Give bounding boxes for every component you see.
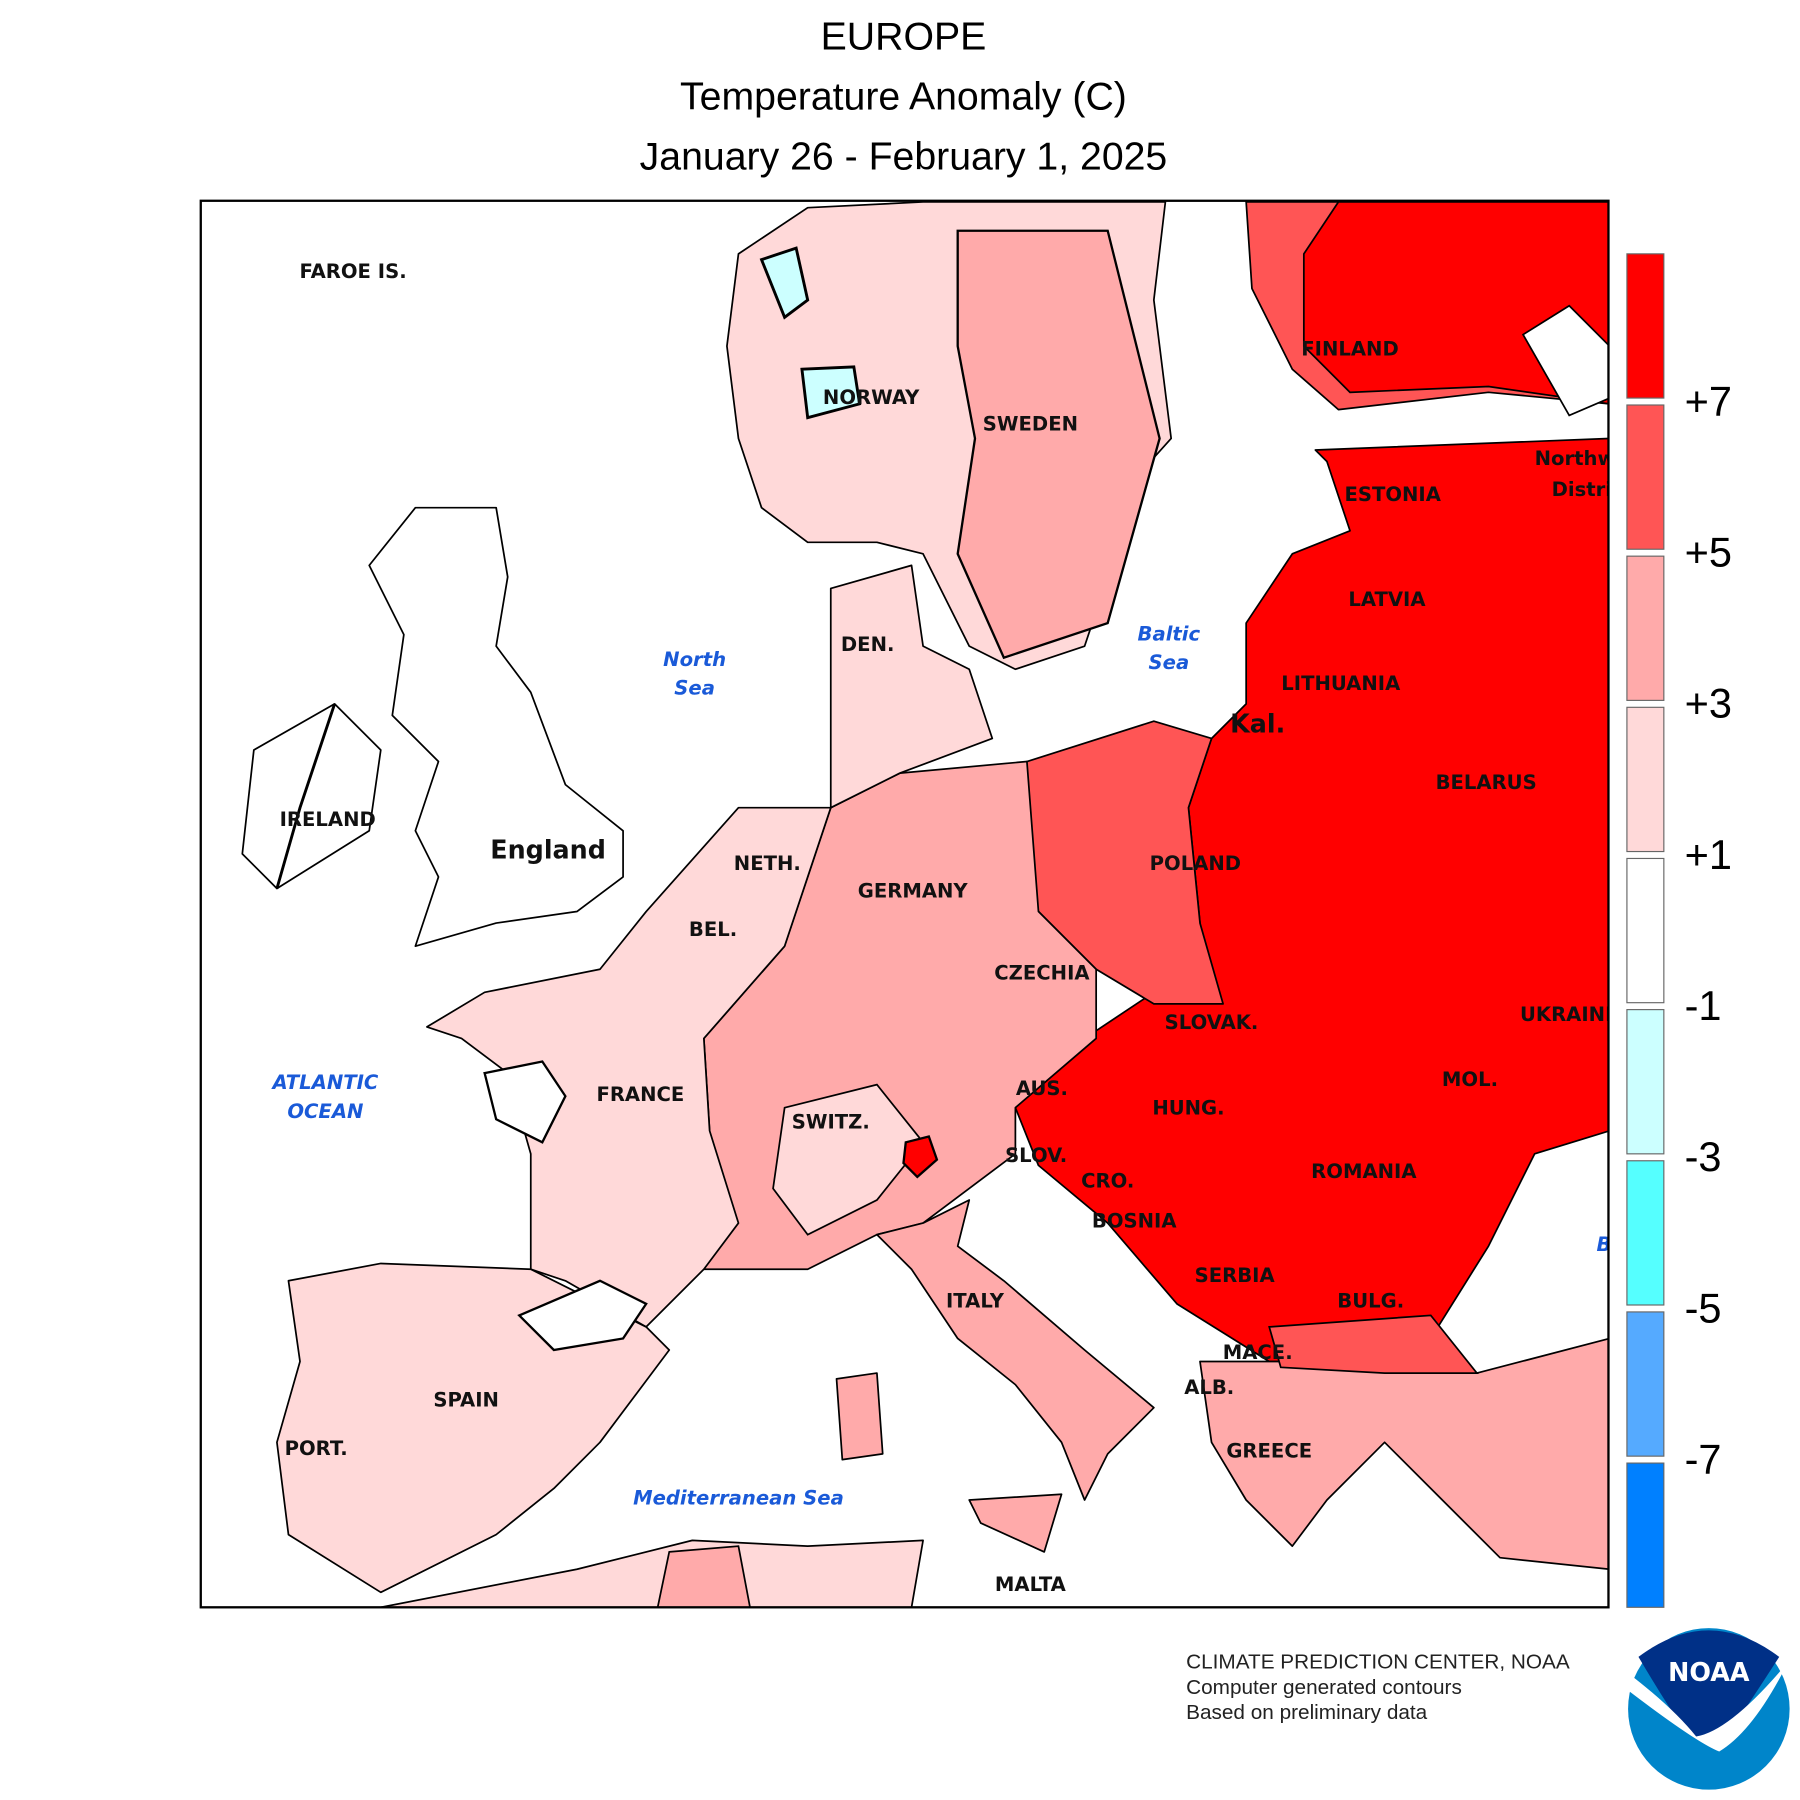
label-estonia: ESTONIA	[1344, 483, 1441, 506]
label-malta: MALTA	[995, 1573, 1067, 1596]
region-norway-cool	[759, 246, 810, 320]
legend-bin	[1626, 1311, 1665, 1457]
region-italy-hot-spot	[902, 1135, 939, 1179]
region-north-africa	[379, 1539, 924, 1608]
region-north-africa-warm	[656, 1545, 751, 1608]
sea-labels: North Sea Baltic Sea ATLANTIC OCEAN Medi…	[270, 622, 1703, 1510]
label-ireland: IRELAND	[280, 808, 376, 831]
label-greece: GREECE	[1226, 1439, 1312, 1462]
legend-tick-label: -5	[1685, 1284, 1722, 1331]
legend-bin	[1626, 706, 1665, 853]
label-england: England	[490, 834, 606, 864]
label-italy: ITALY	[946, 1289, 1005, 1312]
noaa-logo: NOAA	[1628, 1628, 1790, 1790]
region-britain	[368, 506, 624, 948]
label-slovenia: SLOV.	[1005, 1144, 1067, 1167]
label-atlantic-2: OCEAN	[287, 1100, 363, 1123]
legend-tick-label: -7	[1685, 1435, 1722, 1482]
contour-line	[275, 703, 336, 889]
label-ukraine: UKRAINE	[1520, 1003, 1619, 1026]
label-district: District	[1552, 478, 1633, 501]
title-region: EUROPE	[821, 15, 987, 59]
label-black-sea: Black Sea	[1596, 1233, 1703, 1256]
label-croatia: CRO.	[1081, 1169, 1134, 1192]
legend-bin	[1626, 1160, 1665, 1306]
label-belgium: BEL.	[689, 918, 737, 941]
label-netherlands: NETH.	[734, 852, 801, 875]
footer-note-data: Based on preliminary data	[1186, 1701, 1428, 1724]
label-northwest: Northwest	[1535, 447, 1650, 470]
label-denmark: DEN.	[841, 633, 895, 656]
label-portugal: PORT.	[285, 1437, 348, 1460]
legend-tick-label: +1	[1685, 831, 1732, 878]
region-sicily	[968, 1493, 1063, 1553]
region-spain-normal	[517, 1279, 648, 1352]
label-france: FRANCE	[596, 1083, 684, 1106]
noaa-logo-text: NOAA	[1668, 1657, 1750, 1687]
label-kaliningrad: Kal.	[1230, 709, 1285, 739]
legend-bin	[1626, 1009, 1665, 1155]
map-frame	[199, 199, 1610, 1609]
label-bulgaria: BULG.	[1337, 1289, 1404, 1312]
legend-bin	[1626, 253, 1665, 399]
footer-note-contours: Computer generated contours	[1186, 1676, 1462, 1699]
region-denmark	[829, 564, 994, 809]
label-belarus: BELARUS	[1436, 771, 1537, 794]
label-germany: GERMANY	[858, 880, 969, 903]
label-faroe: FAROE IS.	[299, 260, 406, 283]
country-labels: FAROE IS. NORWAY SWEDEN FINLAND Northwes…	[280, 260, 1650, 1596]
region-norway-cool	[800, 365, 862, 420]
region-alps-mild	[772, 1083, 925, 1236]
region-sweden-warm	[956, 229, 1161, 660]
label-hungary: HUNG.	[1152, 1097, 1224, 1120]
label-north-sea: North	[663, 648, 726, 671]
label-lithuania: LITHUANIA	[1281, 672, 1401, 695]
legend-bin	[1626, 857, 1665, 1004]
legend-bin	[1626, 1462, 1665, 1608]
label-czechia: CZECHIA	[994, 962, 1090, 985]
label-bosnia: BOSNIA	[1092, 1210, 1177, 1233]
legend-tick-label: +3	[1685, 680, 1732, 727]
label-sweden: SWEDEN	[983, 412, 1078, 435]
label-atlantic: ATLANTIC	[270, 1071, 378, 1094]
label-spain: SPAIN	[433, 1389, 499, 1412]
legend-tick-label: +5	[1685, 529, 1732, 576]
label-albania: ALB.	[1184, 1376, 1234, 1399]
region-bulgaria-warm	[1268, 1314, 1479, 1374]
label-slovakia: SLOVAK.	[1165, 1011, 1259, 1034]
label-macedonia: MACE.	[1223, 1341, 1293, 1364]
label-baltic-sea: Baltic	[1138, 622, 1201, 645]
title-dates: January 26 - February 1, 2025	[640, 135, 1168, 179]
label-austria: AUS.	[1016, 1077, 1068, 1100]
region-france-normal	[483, 1060, 567, 1144]
label-poland: POLAND	[1150, 852, 1241, 875]
label-romania: ROMANIA	[1311, 1160, 1417, 1183]
label-switzerland: SWITZ.	[792, 1110, 870, 1133]
label-norway: NORWAY	[823, 386, 920, 409]
label-finland: FINLAND	[1301, 337, 1398, 360]
title-variable: Temperature Anomaly (C)	[680, 75, 1127, 119]
label-baltic-sea-2: Sea	[1149, 651, 1190, 674]
legend-tick-label: -1	[1685, 982, 1722, 1029]
legend-tick-label: -3	[1685, 1133, 1722, 1180]
footer-credit: CLIMATE PREDICTION CENTER, NOAA	[1186, 1650, 1570, 1673]
label-north-sea-2: Sea	[674, 677, 715, 700]
label-moldova: MOL.	[1442, 1068, 1498, 1091]
label-serbia: SERBIA	[1195, 1264, 1276, 1287]
label-latvia: LATVIA	[1348, 588, 1426, 611]
region-italy	[876, 1199, 1155, 1501]
map-area: FAROE IS. NORWAY SWEDEN FINLAND Northwes…	[200, 200, 1703, 1608]
label-mediterranean: Mediterranean Sea	[633, 1487, 844, 1510]
region-finland-hot	[1302, 201, 1609, 405]
legend-bin	[1626, 404, 1665, 550]
legend-bin	[1626, 555, 1665, 701]
region-lake	[1521, 304, 1609, 417]
color-legend: +7 +5 +3 +1 -1 -3 -5 -7	[1626, 253, 1732, 1608]
legend-tick-label: +7	[1685, 377, 1732, 424]
region-sardinia	[835, 1372, 884, 1461]
